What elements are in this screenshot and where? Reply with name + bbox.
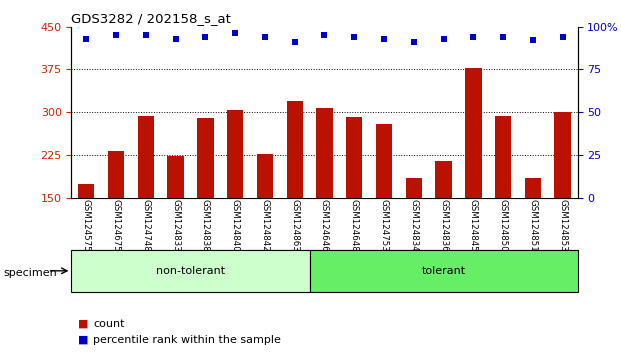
Text: GSM124646: GSM124646 bbox=[320, 199, 329, 252]
Text: GSM124833: GSM124833 bbox=[171, 199, 180, 252]
Point bbox=[438, 36, 448, 41]
Text: GSM124842: GSM124842 bbox=[260, 199, 270, 252]
Bar bbox=[256, 154, 273, 198]
Text: GSM124863: GSM124863 bbox=[290, 199, 299, 252]
Text: percentile rank within the sample: percentile rank within the sample bbox=[93, 335, 281, 345]
Bar bbox=[71, 250, 310, 292]
Text: non-tolerant: non-tolerant bbox=[156, 266, 225, 276]
Text: GSM124836: GSM124836 bbox=[439, 199, 448, 252]
Bar bbox=[555, 113, 571, 198]
Point bbox=[81, 36, 91, 41]
Text: GSM124853: GSM124853 bbox=[558, 199, 567, 252]
Text: GSM124851: GSM124851 bbox=[528, 199, 537, 252]
Text: GSM124845: GSM124845 bbox=[469, 199, 478, 252]
Bar bbox=[227, 109, 243, 198]
Text: GSM124834: GSM124834 bbox=[409, 199, 419, 252]
Text: GSM124753: GSM124753 bbox=[379, 199, 389, 252]
Text: GSM124648: GSM124648 bbox=[350, 199, 359, 252]
Point bbox=[111, 32, 121, 38]
Point bbox=[260, 34, 270, 40]
Point bbox=[528, 38, 538, 43]
Bar bbox=[286, 101, 303, 198]
Bar bbox=[525, 178, 541, 198]
Point bbox=[290, 39, 300, 45]
Text: GSM124850: GSM124850 bbox=[499, 199, 507, 252]
Bar bbox=[197, 118, 214, 198]
Text: ■: ■ bbox=[78, 335, 88, 345]
Point bbox=[230, 30, 240, 36]
Bar bbox=[495, 116, 511, 198]
Bar bbox=[376, 124, 392, 198]
Bar bbox=[310, 250, 578, 292]
Point bbox=[468, 34, 478, 40]
Text: GSM124748: GSM124748 bbox=[142, 199, 150, 252]
Text: GDS3282 / 202158_s_at: GDS3282 / 202158_s_at bbox=[71, 12, 231, 25]
Bar bbox=[78, 184, 94, 198]
Point bbox=[558, 34, 568, 40]
Text: GSM124838: GSM124838 bbox=[201, 199, 210, 252]
Bar bbox=[346, 117, 363, 198]
Point bbox=[349, 34, 359, 40]
Point bbox=[409, 39, 419, 45]
Point bbox=[141, 32, 151, 38]
Bar bbox=[435, 161, 451, 198]
Text: specimen: specimen bbox=[3, 268, 57, 278]
Text: GSM124840: GSM124840 bbox=[230, 199, 240, 252]
Bar bbox=[168, 156, 184, 198]
Bar bbox=[465, 68, 481, 198]
Text: GSM124575: GSM124575 bbox=[82, 199, 91, 252]
Text: tolerant: tolerant bbox=[422, 266, 466, 276]
Bar bbox=[406, 178, 422, 198]
Bar bbox=[138, 116, 154, 198]
Point bbox=[319, 32, 329, 38]
Bar bbox=[316, 108, 333, 198]
Text: count: count bbox=[93, 319, 125, 329]
Text: GSM124675: GSM124675 bbox=[112, 199, 120, 252]
Point bbox=[498, 34, 508, 40]
Point bbox=[201, 34, 211, 40]
Text: ■: ■ bbox=[78, 319, 88, 329]
Bar bbox=[108, 151, 124, 198]
Point bbox=[379, 36, 389, 41]
Point bbox=[171, 36, 181, 41]
